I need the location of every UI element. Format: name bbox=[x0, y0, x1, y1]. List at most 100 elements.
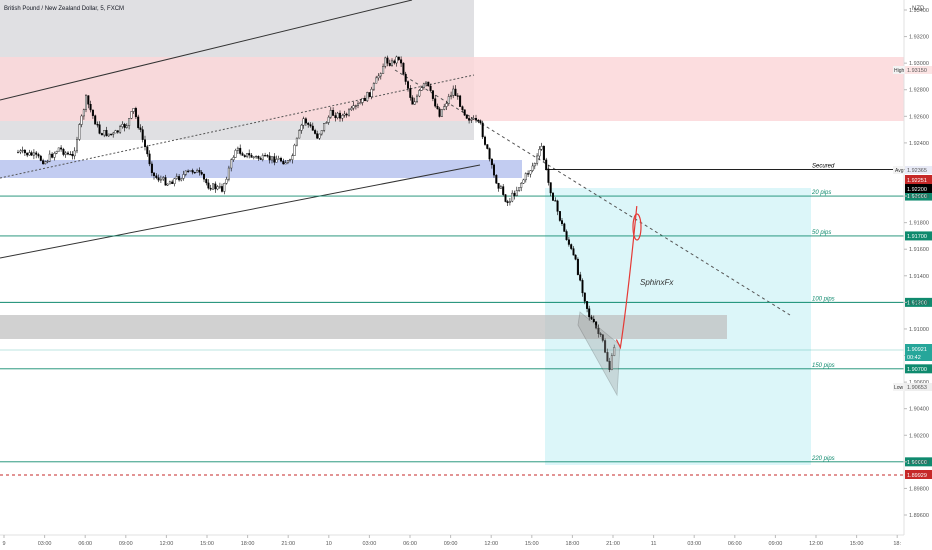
time-axis[interactable]: 9 03:00 06:00 09:00 12:00 15:00 18:00 21:00 10 03… bbox=[2, 535, 901, 547]
candle-body-112 bbox=[271, 156, 274, 161]
channel-lower-line[interactable] bbox=[0, 164, 481, 259]
price-tick-label-1: 1.93200 bbox=[909, 35, 929, 41]
candle-body-197 bbox=[463, 109, 466, 116]
candle-body-25 bbox=[73, 150, 76, 157]
target-circle[interactable] bbox=[632, 213, 642, 241]
candle-body-262 bbox=[610, 355, 613, 370]
candle-body-84 bbox=[207, 182, 210, 189]
candle-body-187 bbox=[440, 109, 443, 117]
candle-body-216 bbox=[506, 201, 509, 203]
candle-body-49 bbox=[128, 118, 131, 127]
candle-body-132 bbox=[316, 133, 319, 139]
candle-body-59 bbox=[150, 163, 153, 173]
candle-body-24 bbox=[71, 154, 74, 157]
level-badge-2 bbox=[905, 231, 932, 241]
candle-body-102 bbox=[248, 153, 251, 156]
candle-body-141 bbox=[336, 112, 339, 119]
candle-body-79 bbox=[196, 170, 199, 173]
time-tick-label-9: 03:00 bbox=[363, 541, 377, 547]
price-tick-label-11: 1.91200 bbox=[909, 300, 929, 306]
symbol-title[interactable]: British Pound / New Zealand Dollar, 5, F… bbox=[4, 6, 124, 12]
candle-body-172 bbox=[407, 81, 410, 89]
candle-body-232 bbox=[542, 146, 545, 161]
candle-body-212 bbox=[497, 183, 500, 189]
time-tick-label-8: 10 bbox=[326, 541, 332, 547]
candle-body-107 bbox=[259, 158, 262, 160]
candle-body-228 bbox=[533, 163, 536, 167]
candle-body-146 bbox=[348, 109, 351, 116]
time-tick-label-15: 21:00 bbox=[606, 541, 620, 547]
candle-body-256 bbox=[597, 327, 600, 334]
candle-body-210 bbox=[493, 164, 496, 176]
candle-body-87 bbox=[214, 183, 217, 190]
candles bbox=[17, 55, 616, 373]
candle-body-160 bbox=[379, 73, 382, 77]
candle-body-5 bbox=[28, 152, 31, 156]
candle-body-246 bbox=[574, 254, 577, 260]
candle-body-259 bbox=[604, 340, 607, 353]
candle-body-170 bbox=[402, 62, 405, 75]
candle-body-163 bbox=[386, 57, 389, 64]
candle-body-161 bbox=[382, 66, 385, 74]
candle-body-9 bbox=[37, 154, 40, 157]
candle-body-151 bbox=[359, 102, 362, 105]
price-tick-label-5: 1.92400 bbox=[909, 141, 929, 147]
candle-body-75 bbox=[187, 170, 190, 172]
projection-path[interactable] bbox=[615, 205, 638, 350]
candle-body-175 bbox=[413, 101, 416, 105]
candle-body-157 bbox=[372, 83, 375, 90]
candle-body-2 bbox=[21, 149, 24, 152]
candle-body-221 bbox=[518, 187, 521, 191]
candle-body-15 bbox=[51, 153, 54, 158]
channel-upper-line[interactable] bbox=[0, 0, 413, 101]
candle-body-250 bbox=[583, 292, 586, 302]
candle-body-164 bbox=[388, 63, 391, 66]
candle-body-182 bbox=[429, 85, 432, 91]
candle-body-251 bbox=[586, 301, 589, 309]
level-label-2: 50 pips bbox=[812, 230, 831, 236]
level-badge-text-4: 1.90700 bbox=[907, 367, 927, 373]
candle-body-40 bbox=[107, 133, 110, 137]
level-label-3: 100 pips bbox=[812, 296, 835, 302]
svg-text:High: High bbox=[894, 68, 905, 74]
level-label-0: Secured bbox=[812, 163, 835, 169]
candle-body-138 bbox=[329, 110, 332, 118]
candle-body-39 bbox=[105, 130, 108, 137]
candle-body-226 bbox=[529, 170, 532, 175]
svg-text:1.93150: 1.93150 bbox=[907, 68, 927, 74]
candle-body-61 bbox=[155, 175, 158, 178]
price-tick-label-10: 1.91400 bbox=[909, 274, 929, 280]
falling-wedge[interactable] bbox=[577, 311, 621, 397]
candle-body-65 bbox=[164, 177, 167, 186]
candle-body-134 bbox=[320, 130, 323, 135]
time-tick-label-5: 15:00 bbox=[200, 541, 214, 547]
candle-body-36 bbox=[98, 124, 101, 134]
candle-body-215 bbox=[504, 194, 507, 202]
candle-body-68 bbox=[171, 181, 174, 184]
candle-body-162 bbox=[384, 57, 387, 67]
candle-body-248 bbox=[579, 274, 582, 281]
candle-body-45 bbox=[119, 126, 122, 133]
candle-body-7 bbox=[32, 152, 35, 156]
candle-body-129 bbox=[309, 124, 312, 127]
candle-body-93 bbox=[227, 167, 230, 180]
price-axis[interactable]: 1.93400 1.93200 1.93000 1.92800 1.92600 1.924… bbox=[904, 8, 929, 519]
channel-mid-dashed[interactable] bbox=[0, 74, 475, 179]
candle-body-78 bbox=[193, 171, 196, 174]
candle-body-128 bbox=[307, 122, 310, 125]
candle-body-27 bbox=[78, 124, 81, 140]
time-tick-label-16: 11 bbox=[651, 541, 657, 547]
candle-body-58 bbox=[148, 153, 151, 165]
candle-body-231 bbox=[540, 146, 543, 150]
candle-body-38 bbox=[103, 130, 106, 136]
candle-body-113 bbox=[273, 156, 276, 163]
candle-body-174 bbox=[411, 97, 414, 105]
candle-body-241 bbox=[563, 223, 566, 232]
candle-body-156 bbox=[370, 88, 373, 98]
candle-body-263 bbox=[613, 347, 616, 356]
svg-text:1.92251: 1.92251 bbox=[907, 178, 927, 184]
candle-body-70 bbox=[175, 176, 178, 179]
candle-body-74 bbox=[184, 170, 187, 175]
